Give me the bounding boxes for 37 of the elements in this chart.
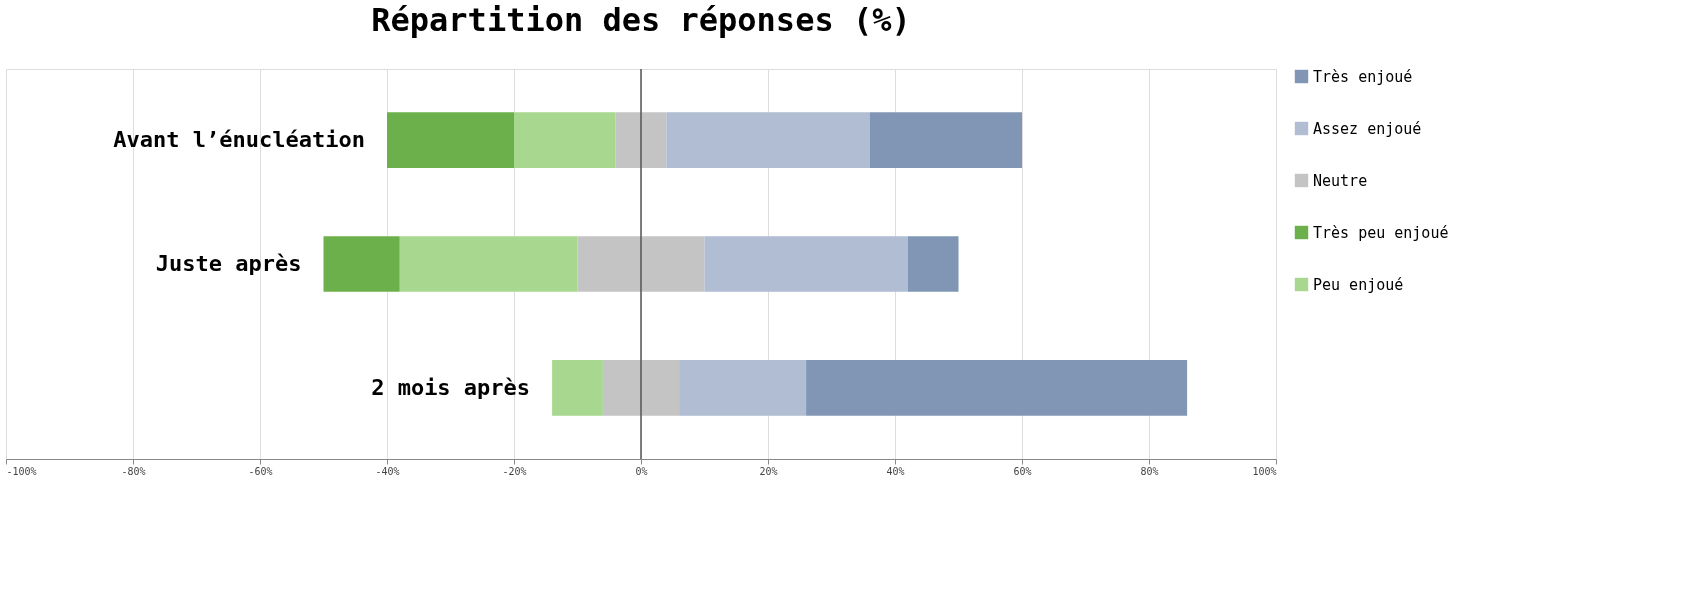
x-tick-label: 60%	[1013, 465, 1032, 477]
legend-label: Très peu enjoué	[1313, 223, 1449, 242]
legend-label: Très enjoué	[1313, 67, 1413, 86]
legend-label: Assez enjoué	[1313, 119, 1422, 138]
bar	[641, 359, 680, 416]
bar	[602, 359, 641, 416]
x-tick-label: 40%	[886, 465, 905, 477]
bar	[323, 236, 400, 292]
legend-label: Peu enjoué	[1313, 275, 1404, 294]
bar	[399, 236, 578, 292]
bar	[704, 236, 908, 292]
bar	[514, 112, 616, 169]
bar	[552, 359, 603, 416]
bar	[679, 359, 807, 416]
chart-title: Répartition des réponses (%)	[371, 1, 911, 40]
x-tick-label: 80%	[1140, 465, 1159, 477]
bar	[641, 112, 667, 169]
bar	[641, 236, 705, 292]
bar	[387, 112, 514, 169]
x-tick-label: -60%	[248, 465, 273, 477]
x-tick-label: 100%	[1252, 465, 1277, 477]
bar	[577, 236, 641, 292]
legend-label: Neutre	[1313, 171, 1368, 190]
bar	[666, 112, 870, 169]
bar	[907, 236, 959, 292]
x-tick-label: -80%	[121, 465, 146, 477]
x-tick-label: 0%	[635, 465, 648, 477]
bar	[615, 112, 641, 169]
y-tick-label: 2 mois après	[371, 374, 531, 400]
x-tick-label: -20%	[502, 465, 527, 477]
x-tick-label: -100%	[6, 465, 37, 477]
x-tick-label: 20%	[759, 465, 778, 477]
y-tick-label: Juste après	[155, 251, 302, 276]
x-tick-label: -40%	[375, 465, 400, 477]
bar	[806, 359, 1188, 416]
y-tick-label: Avant l’énucléation	[113, 127, 365, 153]
bar	[869, 112, 1022, 169]
